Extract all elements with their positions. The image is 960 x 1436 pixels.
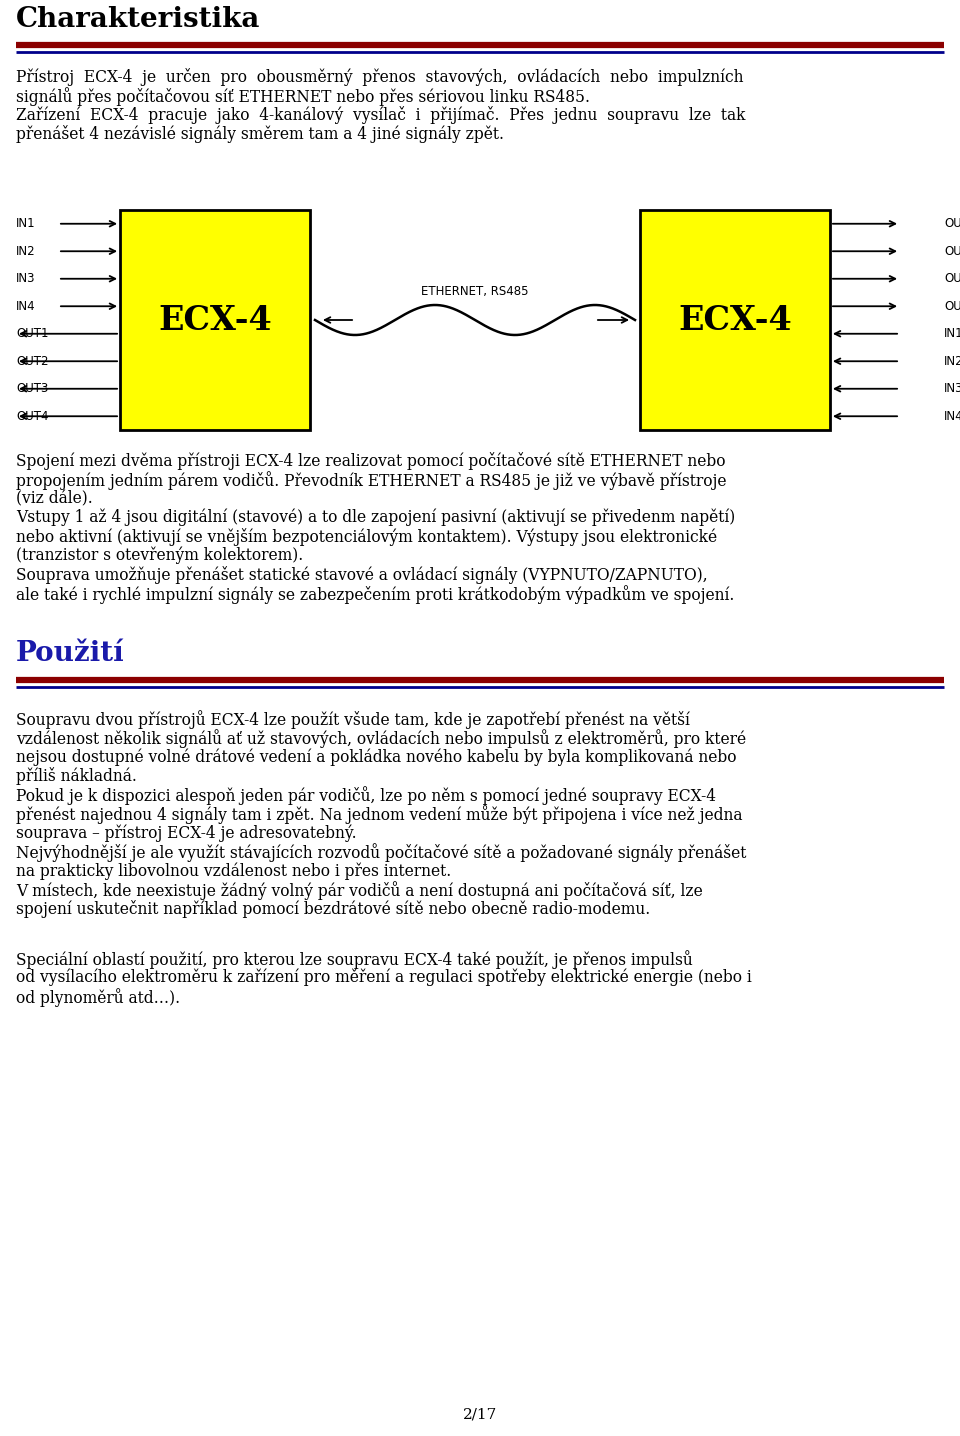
Text: IN4: IN4 [944, 409, 960, 422]
Text: od plynoměrů atd…).: od plynoměrů atd…). [16, 988, 180, 1007]
Text: OUT1: OUT1 [16, 327, 49, 340]
Text: IN2: IN2 [944, 355, 960, 368]
Text: Souprava umožňuje přenášet statické stavové a ovládací signály (VYPNUTO/ZAPNUTO): Souprava umožňuje přenášet statické stav… [16, 566, 708, 584]
Text: od vysílacího elektroměru k zařízení pro měření a regulaci spotřeby elektrické e: od vysílacího elektroměru k zařízení pro… [16, 969, 752, 987]
Text: Charakteristika: Charakteristika [16, 6, 260, 33]
Text: přenést najednou 4 signály tam i zpět. Na jednom vedení může být připojena i víc: přenést najednou 4 signály tam i zpět. N… [16, 806, 742, 824]
Text: ale také i rychlé impulzní signály se zabezpečením proti krátkodobým výpadkům ve: ale také i rychlé impulzní signály se za… [16, 584, 734, 605]
Text: OUT3: OUT3 [16, 382, 48, 395]
Text: spojení uskutečnit například pomocí bezdrátové sítě nebo obecně radio-modemu.: spojení uskutečnit například pomocí bezd… [16, 900, 650, 918]
Text: vzdálenost několik signálů ať už stavových, ovládacích nebo impulsů z elektroměr: vzdálenost několik signálů ať už stavový… [16, 729, 746, 748]
Text: Speciální oblastí použití, pro kterou lze soupravu ECX-4 také použít, je přenos : Speciální oblastí použití, pro kterou lz… [16, 951, 693, 969]
Text: propojením jedním párem vodičů. Převodník ETHERNET a RS485 je již ve výbavě přís: propojením jedním párem vodičů. Převodní… [16, 471, 727, 490]
Text: ETHERNET, RS485: ETHERNET, RS485 [421, 286, 529, 299]
Text: nebo aktivní (aktivují se vnějším bezpotenciálovým kontaktem). Výstupy jsou elek: nebo aktivní (aktivují se vnějším bezpot… [16, 528, 717, 546]
Text: Nejvýhodnější je ale využít stávajících rozvodů počítačové sítě a požadované sig: Nejvýhodnější je ale využít stávajících … [16, 843, 746, 862]
Text: IN1: IN1 [16, 217, 36, 230]
Text: Soupravu dvou přístrojů ECX-4 lze použít všude tam, kde je zapotřebí přenést na : Soupravu dvou přístrojů ECX-4 lze použít… [16, 709, 690, 729]
Text: OUT2: OUT2 [944, 244, 960, 257]
Text: Pokud je k dispozici alespoň jeden pár vodičů, lze po něm s pomocí jedné souprav: Pokud je k dispozici alespoň jeden pár v… [16, 785, 716, 806]
Text: IN3: IN3 [16, 273, 36, 286]
Text: Spojení mezi dvěma přístroji ECX-4 lze realizovat pomocí počítačové sítě ETHERNE: Spojení mezi dvěma přístroji ECX-4 lze r… [16, 452, 726, 470]
Text: Zařízení  ECX-4  pracuje  jako  4-kanálový  vysílač  i  přijímač.  Přes  jednu  : Zařízení ECX-4 pracuje jako 4-kanálový v… [16, 106, 746, 123]
Bar [120, 210, 310, 429]
Text: OUT3: OUT3 [944, 273, 960, 286]
Text: ECX-4: ECX-4 [158, 303, 272, 336]
Text: přenášet 4 nezávislé signály směrem tam a 4 jiné signály zpět.: přenášet 4 nezávislé signály směrem tam … [16, 125, 504, 144]
Text: (viz dále).: (viz dále). [16, 490, 93, 507]
Text: signálů přes počítačovou síť ETHERNET nebo přes sériovou linku RS485.: signálů přes počítačovou síť ETHERNET ne… [16, 88, 590, 106]
Text: Použití: Použití [16, 640, 125, 666]
Bar [640, 210, 830, 429]
Text: ECX-4: ECX-4 [678, 303, 792, 336]
Text: souprava – přístroj ECX-4 je adresovatebný.: souprava – přístroj ECX-4 je adresovateb… [16, 824, 356, 841]
Text: IN4: IN4 [16, 300, 36, 313]
Text: nejsou dostupné volné drátové vedení a pokládka nového kabelu by byla komplikova: nejsou dostupné volné drátové vedení a p… [16, 748, 736, 765]
Text: OUT4: OUT4 [944, 300, 960, 313]
Text: na prakticky libovolnou vzdálenost nebo i přes internet.: na prakticky libovolnou vzdálenost nebo … [16, 862, 451, 879]
Text: (tranzistor s otevřeným kolektorem).: (tranzistor s otevřeným kolektorem). [16, 547, 303, 564]
Text: V místech, kde neexistuje žádný volný pár vodičů a není dostupná ani počítačová : V místech, kde neexistuje žádný volný pá… [16, 882, 703, 900]
Text: IN3: IN3 [944, 382, 960, 395]
Text: Přístroj  ECX-4  je  určen  pro  obousměrný  přenos  stavových,  ovládacích  neb: Přístroj ECX-4 je určen pro obousměrný p… [16, 67, 743, 86]
Text: OUT4: OUT4 [16, 409, 49, 422]
Text: IN1: IN1 [944, 327, 960, 340]
Text: OUT1: OUT1 [944, 217, 960, 230]
Text: Vstupy 1 až 4 jsou digitální (stavové) a to dle zapojení pasivní (aktivují se př: Vstupy 1 až 4 jsou digitální (stavové) a… [16, 508, 735, 527]
Text: příliš nákladná.: příliš nákladná. [16, 767, 137, 785]
Text: 2/17: 2/17 [463, 1409, 497, 1422]
Text: IN2: IN2 [16, 244, 36, 257]
Text: OUT2: OUT2 [16, 355, 49, 368]
